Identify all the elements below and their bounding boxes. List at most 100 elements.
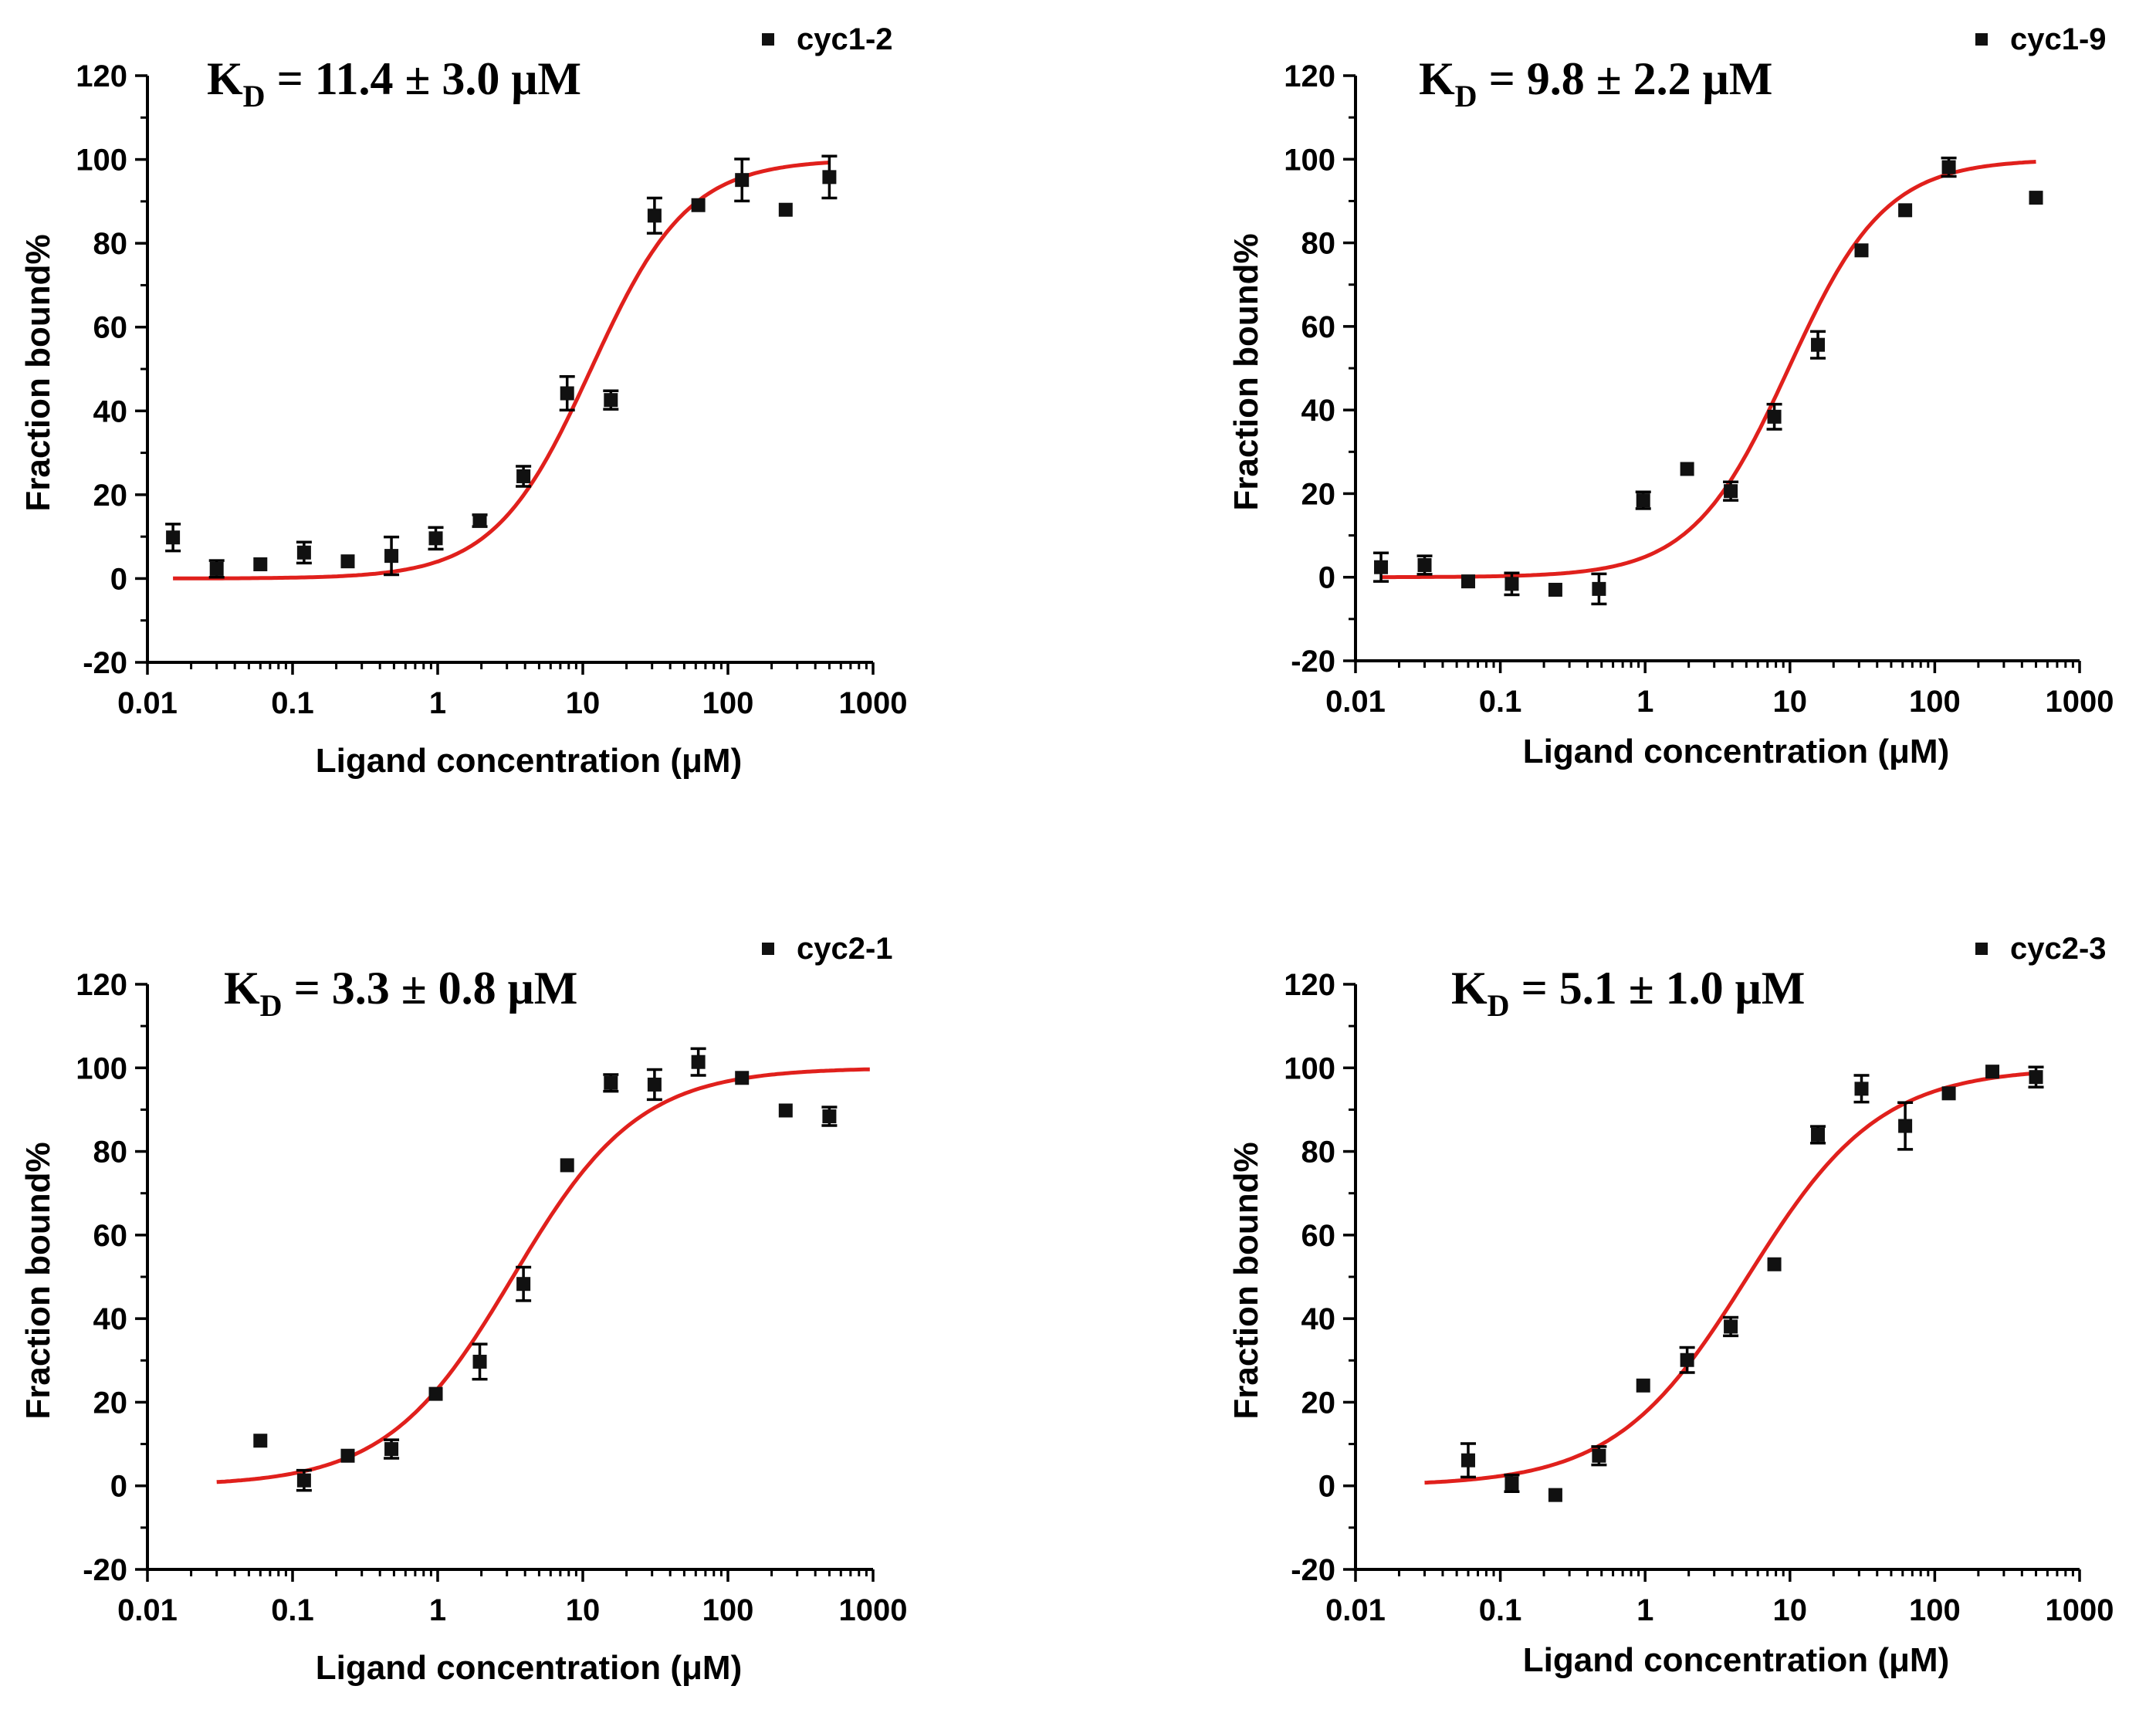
y-tick-label: 120 (1284, 59, 1335, 93)
y-tick-label: 80 (1301, 227, 1336, 261)
chart-panel-cyc2-1: -20 0 20 40 60 80 100 120 0.01 0.1 1 10 100 1000 Ligan… (19, 932, 907, 1687)
legend-label: cyc2-1 (797, 932, 893, 966)
data-point (1504, 1476, 1519, 1491)
y-tick-label: 100 (76, 1051, 127, 1085)
data-point (647, 208, 662, 223)
kd-annotation: KD = 3.3 ± 0.8 μM (224, 963, 577, 1023)
data-point (822, 1109, 837, 1124)
kd-subscript: D (243, 79, 266, 113)
data-point (691, 1055, 706, 1069)
data-point (472, 513, 487, 528)
kd-subscript: D (1488, 988, 1510, 1023)
y-tick-label: 40 (1301, 1302, 1336, 1336)
data-point (1504, 577, 1519, 591)
data-point (253, 1434, 268, 1448)
x-tick-label: 100 (702, 1593, 754, 1627)
fit-curve (1381, 160, 2036, 580)
data-point (604, 1075, 618, 1090)
legend-marker (762, 943, 774, 955)
y-tick-label: 80 (93, 1136, 128, 1170)
y-tick-label: 80 (93, 227, 128, 261)
legend-label: cyc1-9 (2010, 22, 2107, 56)
y-tick-label: 120 (76, 968, 127, 1002)
x-tick-label: 100 (1909, 685, 1961, 719)
legend-marker (1975, 943, 1988, 955)
x-tick-label: 10 (1773, 1593, 1808, 1627)
x-tick-label: 1 (1636, 685, 1653, 719)
kd-symbol: K (1451, 963, 1488, 1014)
data-point (340, 554, 355, 569)
data-point (2029, 191, 2043, 205)
x-tick-label: 0.01 (117, 686, 178, 720)
kd-annotation: KD = 11.4 ± 3.0 μM (207, 53, 581, 113)
data-point (1680, 1352, 1694, 1367)
data-point (1417, 558, 1432, 573)
y-tick-label: 100 (76, 144, 127, 178)
y-tick-label: 0 (110, 562, 127, 596)
data-point (1636, 493, 1650, 508)
data-point (1680, 462, 1694, 476)
data-point (1898, 203, 1913, 218)
x-tick-label: 1 (429, 1593, 446, 1627)
y-tick-label: 20 (1301, 1386, 1336, 1420)
data-point (822, 170, 837, 185)
legend-marker (762, 33, 774, 46)
x-tick-label: 1000 (2046, 1593, 2114, 1627)
chart-panel-cyc1-9: -20 0 20 40 60 80 100 120 0.01 0.1 1 10 100 1000 Ligan… (1227, 22, 2114, 770)
y-tick-label: -20 (1291, 1553, 1335, 1587)
y-tick-label: 100 (1284, 1051, 1335, 1085)
y-tick-label: 0 (110, 1470, 127, 1504)
data-point (1767, 409, 1782, 424)
kd-value: = 3.3 ± 0.8 μM (283, 963, 578, 1014)
y-axis-title: Fraction bound% (19, 1142, 57, 1419)
data-point (1592, 581, 1606, 596)
data-point (1724, 1319, 1738, 1334)
legend-label: cyc1-2 (797, 22, 893, 56)
data-point (516, 469, 531, 483)
y-tick-label: 120 (76, 59, 127, 93)
data-point (1460, 574, 1475, 589)
x-tick-label: 10 (566, 686, 601, 720)
x-axis-title: Ligand concentration (μM) (1523, 733, 1949, 770)
chart-panel-cyc2-3: -20 0 20 40 60 80 100 120 0.01 0.1 1 10 100 1000 Ligan… (1227, 932, 2114, 1679)
y-tick-label: 20 (93, 1386, 128, 1420)
data-point (778, 202, 793, 217)
x-tick-label: 1 (1636, 1593, 1653, 1627)
kd-subscript: D (260, 988, 283, 1023)
chart-panel-cyc1-2: -20 0 20 40 60 80 100 120 0.01 0.1 1 10 100 1000 Ligan… (19, 22, 907, 780)
data-point (1374, 560, 1389, 574)
y-tick-label: 40 (1301, 394, 1336, 428)
y-tick-label: 0 (1318, 1470, 1335, 1504)
data-point (2029, 1070, 2043, 1085)
data-point (778, 1103, 793, 1118)
data-point (1592, 1448, 1606, 1463)
data-point (516, 1277, 531, 1292)
y-axis-title: Fraction bound% (1227, 233, 1265, 510)
data-point (472, 1354, 487, 1369)
data-point (296, 545, 311, 560)
kd-symbol: K (207, 53, 243, 104)
y-axis-title: Fraction bound% (19, 234, 57, 511)
legend-marker (1975, 33, 1988, 46)
x-axis-title: Ligand concentration (μM) (316, 1649, 742, 1687)
y-tick-label: 60 (93, 311, 128, 345)
x-tick-label: 0.1 (1479, 685, 1522, 719)
data-point (296, 1473, 311, 1488)
data-point (735, 1071, 750, 1085)
x-tick-label: 1000 (2046, 685, 2114, 719)
x-tick-label: 1000 (839, 686, 908, 720)
kd-subscript: D (1455, 79, 1477, 113)
data-point (1548, 582, 1562, 597)
data-point (1985, 1065, 2000, 1079)
data-point (604, 393, 618, 408)
y-tick-label: 20 (93, 479, 128, 513)
fit-curve (1424, 1071, 2036, 1485)
data-point (428, 531, 443, 546)
data-point (384, 1442, 399, 1457)
data-point (560, 386, 574, 401)
x-tick-label: 0.01 (1325, 1593, 1386, 1627)
data-point (1941, 1086, 1956, 1101)
data-point (1460, 1453, 1475, 1468)
y-tick-label: 0 (1318, 561, 1335, 595)
y-tick-label: 40 (93, 394, 128, 428)
